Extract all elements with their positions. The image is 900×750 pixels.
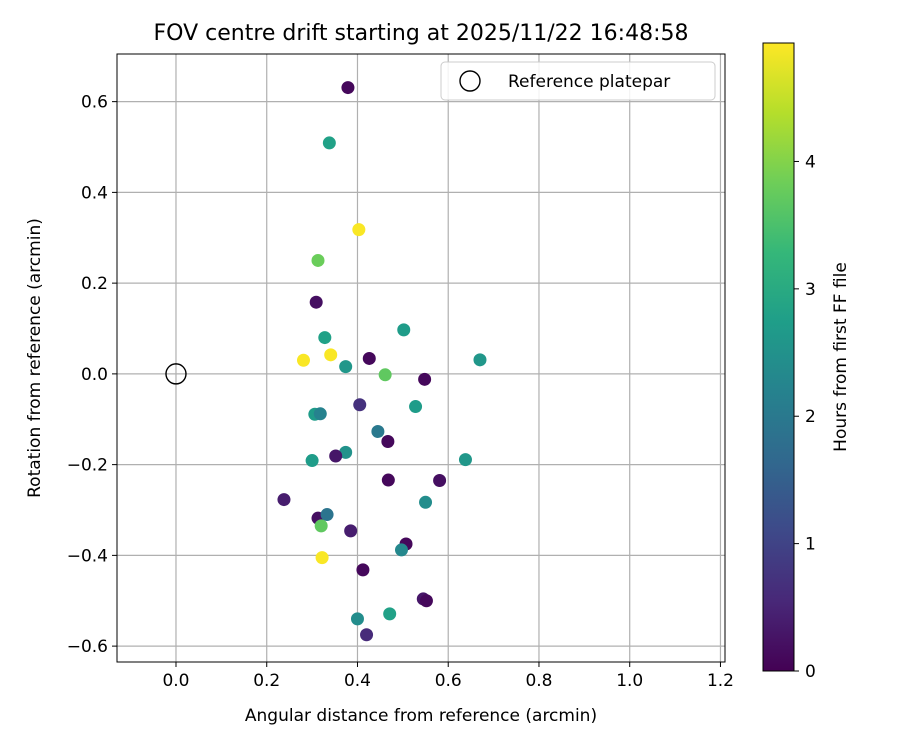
scatter-point [356, 563, 370, 577]
scatter-point [353, 398, 367, 412]
scatter-point [339, 360, 353, 374]
x-tick-label: 1.2 [707, 671, 734, 691]
scatter-point [397, 323, 411, 337]
scatter-point [296, 353, 310, 367]
scatter-point [419, 594, 433, 608]
scatter-point [383, 607, 397, 621]
y-tick-label: 0.4 [81, 183, 108, 203]
scatter-point [329, 449, 343, 463]
x-tick-label: 0.4 [344, 671, 371, 691]
scatter-point [360, 628, 374, 642]
scatter-point [418, 372, 432, 386]
scatter-point [473, 353, 487, 367]
y-tick-label: 0.6 [81, 93, 108, 113]
scatter-point [277, 493, 291, 507]
colorbar-label: Hours from first FF file [831, 262, 851, 452]
scatter-point [381, 473, 395, 487]
y-tick-label: 0.2 [81, 274, 108, 294]
colorbar-tick-label: 2 [805, 407, 816, 427]
scatter-point [315, 551, 329, 565]
colorbar-tick-label: 0 [805, 662, 816, 682]
scatter-point [320, 508, 334, 522]
scatter-point [409, 400, 423, 414]
y-tick-label: −0.2 [67, 456, 108, 476]
scatter-point [458, 453, 472, 467]
x-tick-label: 0.6 [435, 671, 462, 691]
scatter-point [322, 136, 336, 150]
colorbar-frame [762, 42, 795, 672]
scatter-point [433, 474, 447, 488]
colorbar-tick-label: 4 [805, 152, 816, 172]
scatter-point [314, 519, 328, 533]
scatter-point [419, 495, 433, 509]
x-axis-label: Angular distance from reference (arcmin) [245, 706, 597, 726]
scatter-point [305, 454, 319, 468]
legend-label: Reference platepar [508, 72, 670, 92]
scatter-point [309, 295, 323, 309]
colorbar-gradient [763, 43, 794, 671]
scatter-point [324, 348, 338, 362]
chart-title: FOV centre drift starting at 2025/11/22 … [154, 21, 689, 46]
x-tick-label: 0.8 [525, 671, 552, 691]
scatter-point [381, 434, 395, 448]
scatter-point [318, 331, 332, 345]
legend-reference-marker [459, 70, 481, 92]
scatter-point [339, 445, 353, 459]
colorbar-ticks: 0 1 2 3 4 [794, 152, 816, 682]
scatter-point [311, 253, 325, 267]
x-tick-label: 0.0 [162, 671, 189, 691]
scatter-point [344, 524, 358, 538]
plot-frame [116, 53, 726, 663]
plot-background [117, 54, 725, 662]
colorbar: 0 1 2 3 4 Hours from first FF file [762, 42, 851, 682]
scatter-point [350, 612, 364, 626]
y-tick-label: −0.6 [67, 637, 108, 657]
plot-area: 0.0 0.2 0.4 0.6 0.8 1.0 1.2 0.6 0.4 0.2 0.0 −0.2 −0… [67, 53, 734, 691]
scatter-point [371, 425, 385, 439]
scatter-point [352, 223, 366, 237]
legend: Reference platepar [440, 61, 716, 101]
reference-marker-layer [165, 363, 187, 385]
x-tick-label: 1.0 [616, 671, 643, 691]
y-axis-label: Rotation from reference (arcmin) [25, 218, 45, 498]
scatter-point [341, 81, 355, 95]
scatter-point [313, 407, 327, 421]
y-tick-label: 0.0 [81, 365, 108, 385]
y-axis-ticks: 0.6 0.4 0.2 0.0 −0.2 −0.4 −0.6 [67, 93, 117, 657]
colorbar-tick-label: 1 [805, 535, 816, 555]
reference-platepar-marker [165, 363, 187, 385]
scatter-points [277, 81, 487, 642]
grid [117, 54, 725, 662]
scatter-point [362, 351, 376, 365]
scatter-point [378, 368, 392, 382]
colorbar-tick-label: 3 [805, 280, 816, 300]
x-tick-label: 0.2 [253, 671, 280, 691]
scatter-point [394, 543, 408, 557]
x-axis-ticks: 0.0 0.2 0.4 0.6 0.8 1.0 1.2 [162, 662, 734, 691]
y-tick-label: −0.4 [67, 546, 108, 566]
legend-box [440, 61, 716, 101]
